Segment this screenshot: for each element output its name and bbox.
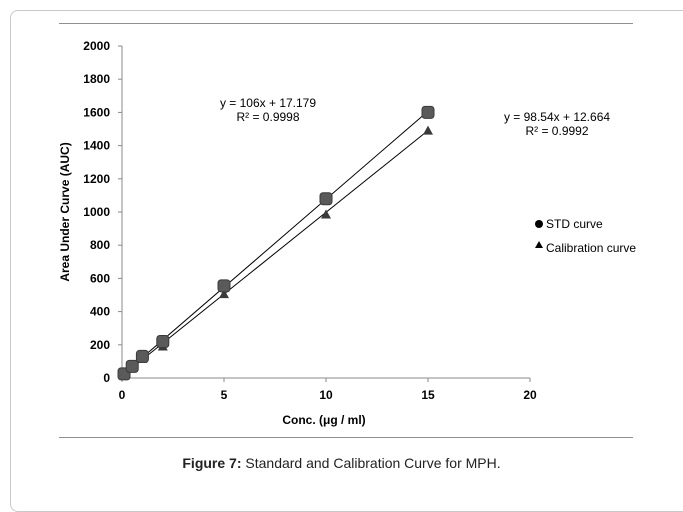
data-point-circle xyxy=(319,192,333,206)
legend-label-calibration: Calibration curve xyxy=(546,241,636,255)
data-point-triangle xyxy=(423,125,433,135)
x-tick-label: 10 xyxy=(319,388,333,402)
caption-label: Figure 7: xyxy=(182,455,242,471)
bottom-rule xyxy=(59,437,633,438)
y-tick-label: 200 xyxy=(90,338,110,352)
data-point-circle xyxy=(125,359,139,373)
x-tick-label: 5 xyxy=(221,388,228,402)
legend-marker-circle xyxy=(535,220,543,228)
data-point-triangle xyxy=(321,209,331,219)
cal-equation: y = 98.54x + 12.664 xyxy=(504,110,610,124)
std-r-squared: R² = 0.9998 xyxy=(236,110,299,124)
figure-caption: Figure 7: Standard and Calibration Curve… xyxy=(0,455,683,471)
data-point-circle xyxy=(421,105,435,119)
y-tick-label: 1000 xyxy=(83,205,110,219)
y-tick-label: 0 xyxy=(103,371,110,385)
calibration-chart: 0 200 400 600 800 1000 1200 1400 1600 1800 2000 0 5 1… xyxy=(58,39,636,427)
trendline xyxy=(123,110,429,374)
y-tick-label: 1800 xyxy=(83,72,110,86)
y-tick-label: 600 xyxy=(90,271,110,285)
legend-label-std: STD curve xyxy=(546,217,603,231)
y-axis-title: Area Under Curve (AUC) xyxy=(58,142,72,281)
y-tick-label: 1200 xyxy=(83,172,110,186)
y-tick-label: 800 xyxy=(90,238,110,252)
top-rule xyxy=(59,23,633,24)
y-tick-label: 1600 xyxy=(83,105,110,119)
caption-text: Standard and Calibration Curve for MPH. xyxy=(241,455,501,471)
data-point-circle xyxy=(135,349,149,363)
y-tick-label: 1400 xyxy=(83,139,110,153)
data-point-circle xyxy=(217,279,231,293)
y-tick-label: 400 xyxy=(90,305,110,319)
x-tick-label: 0 xyxy=(119,388,126,402)
x-tick-label: 20 xyxy=(523,388,537,402)
data-point-triangle xyxy=(219,289,229,299)
x-axis-title: Conc. (μg / ml) xyxy=(282,413,365,427)
data-point-circle xyxy=(156,334,170,348)
cal-r-squared: R² = 0.9992 xyxy=(525,124,588,138)
x-tick-label: 15 xyxy=(421,388,435,402)
y-tick-label: 2000 xyxy=(83,39,110,53)
legend-marker-triangle xyxy=(535,241,543,248)
std-equation: y = 106x + 17.179 xyxy=(220,96,316,110)
trendline xyxy=(123,130,429,375)
